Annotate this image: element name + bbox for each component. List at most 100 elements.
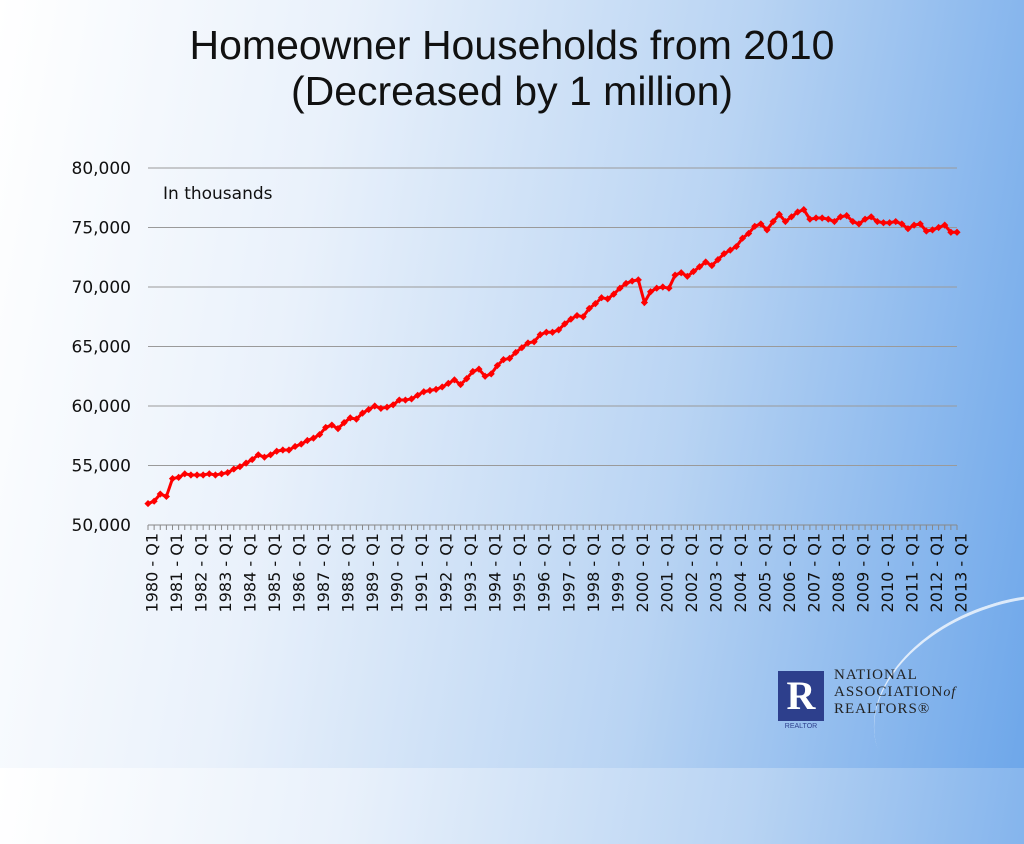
slide-title: Homeowner Households from 2010 (Decrease… (0, 22, 1024, 114)
x-tick-label: 2011 - Q1 (902, 533, 921, 612)
data-point (830, 217, 839, 226)
data-point (671, 271, 679, 279)
x-tick-label: 1986 - Q1 (290, 533, 309, 612)
data-point (769, 217, 777, 226)
x-tick-label: 1994 - Q1 (486, 533, 505, 612)
data-point (910, 221, 918, 229)
data-point (659, 283, 667, 291)
data-point (469, 367, 477, 376)
data-point (168, 474, 177, 483)
x-tick-label: 1993 - Q1 (461, 533, 480, 612)
data-point (787, 213, 796, 221)
data-point (481, 372, 489, 380)
data-point (273, 447, 281, 455)
data-point (371, 402, 379, 410)
y-tick-label: 60,000 (72, 397, 131, 417)
data-point (266, 451, 275, 459)
data-point (622, 279, 630, 288)
data-point (365, 405, 373, 414)
x-tick-label: 1990 - Q1 (388, 533, 407, 612)
data-point (358, 409, 367, 417)
logo-wordmark: NATIONAL ASSOCIATIONof REALTORS® (834, 667, 956, 718)
data-point (499, 355, 508, 364)
data-point (346, 414, 354, 422)
data-point (885, 219, 894, 227)
data-point (726, 246, 734, 254)
logo-line-1: NATIONAL (834, 667, 918, 683)
data-point (751, 222, 759, 230)
data-point (230, 465, 238, 473)
data-point (309, 434, 318, 442)
data-point (843, 212, 851, 220)
data-point (456, 380, 465, 389)
data-point (640, 298, 649, 307)
data-point (708, 261, 716, 270)
data-point (389, 401, 397, 409)
data-point (677, 269, 685, 277)
data-point (947, 228, 955, 236)
x-tick-label: 2008 - Q1 (829, 533, 848, 612)
data-point (591, 300, 600, 308)
data-point (426, 386, 434, 395)
data-point (217, 470, 226, 478)
data-point (542, 328, 550, 336)
data-point (879, 219, 888, 227)
data-point (695, 263, 704, 271)
logo-letter: R (786, 673, 816, 718)
x-tick-label: 2007 - Q1 (804, 533, 823, 612)
data-point (463, 375, 471, 383)
data-point (407, 395, 416, 403)
data-point (855, 220, 863, 228)
data-point (781, 217, 789, 226)
data-point (812, 214, 820, 222)
title-line-1: Homeowner Households from 2010 (189, 22, 835, 68)
data-point (898, 220, 906, 228)
y-axis: 50,000 55,000 60,000 65,000 70,000 75,000 80,0… (72, 159, 131, 536)
data-point (763, 226, 771, 234)
data-point (224, 469, 232, 477)
logo-line-3: REALTORS® (834, 701, 931, 717)
data-point (683, 272, 691, 280)
x-tick-label: 1985 - Q1 (265, 533, 284, 612)
data-point (285, 446, 293, 454)
data-point (646, 288, 655, 296)
data-point (536, 331, 544, 339)
logo-line-2: ASSOCIATIONof (834, 684, 956, 701)
data-point (401, 396, 410, 404)
data-point (873, 217, 881, 226)
data-point (702, 258, 710, 266)
data-point (604, 295, 612, 303)
data-point (328, 421, 336, 429)
x-tick-label: 2012 - Q1 (927, 533, 946, 612)
data-point (487, 370, 495, 378)
realtor-logo-icon: R (778, 671, 824, 721)
data-point (861, 215, 869, 223)
x-tick-label: 1984 - Q1 (241, 533, 260, 612)
data-point (211, 471, 220, 479)
y-tick-label: 70,000 (72, 278, 131, 298)
x-tick-label: 1999 - Q1 (608, 533, 627, 612)
data-point (236, 463, 244, 471)
data-point (352, 415, 360, 423)
x-tick-label: 1998 - Q1 (584, 533, 603, 612)
x-tick-label: 2003 - Q1 (706, 533, 725, 612)
data-point (849, 217, 857, 226)
data-point (395, 396, 403, 404)
data-point (665, 284, 673, 292)
data-point (193, 471, 201, 479)
data-point (199, 471, 207, 479)
y-tick-label: 75,000 (72, 219, 131, 239)
data-point (953, 228, 961, 236)
data-point (242, 459, 250, 467)
x-tick-label: 1992 - Q1 (437, 533, 456, 612)
data-point (935, 223, 943, 232)
data-point (714, 256, 722, 264)
x-tick-label: 2009 - Q1 (853, 533, 872, 612)
data-point (916, 220, 924, 228)
x-axis: 1980 - Q1 1981 - Q1 1982 - Q1 1983 - Q1 1984… (143, 525, 971, 612)
data-point (775, 210, 783, 219)
data-point (316, 430, 324, 439)
x-tick-label: 2000 - Q1 (633, 533, 652, 612)
data-point (738, 234, 747, 242)
data-point (420, 388, 428, 396)
